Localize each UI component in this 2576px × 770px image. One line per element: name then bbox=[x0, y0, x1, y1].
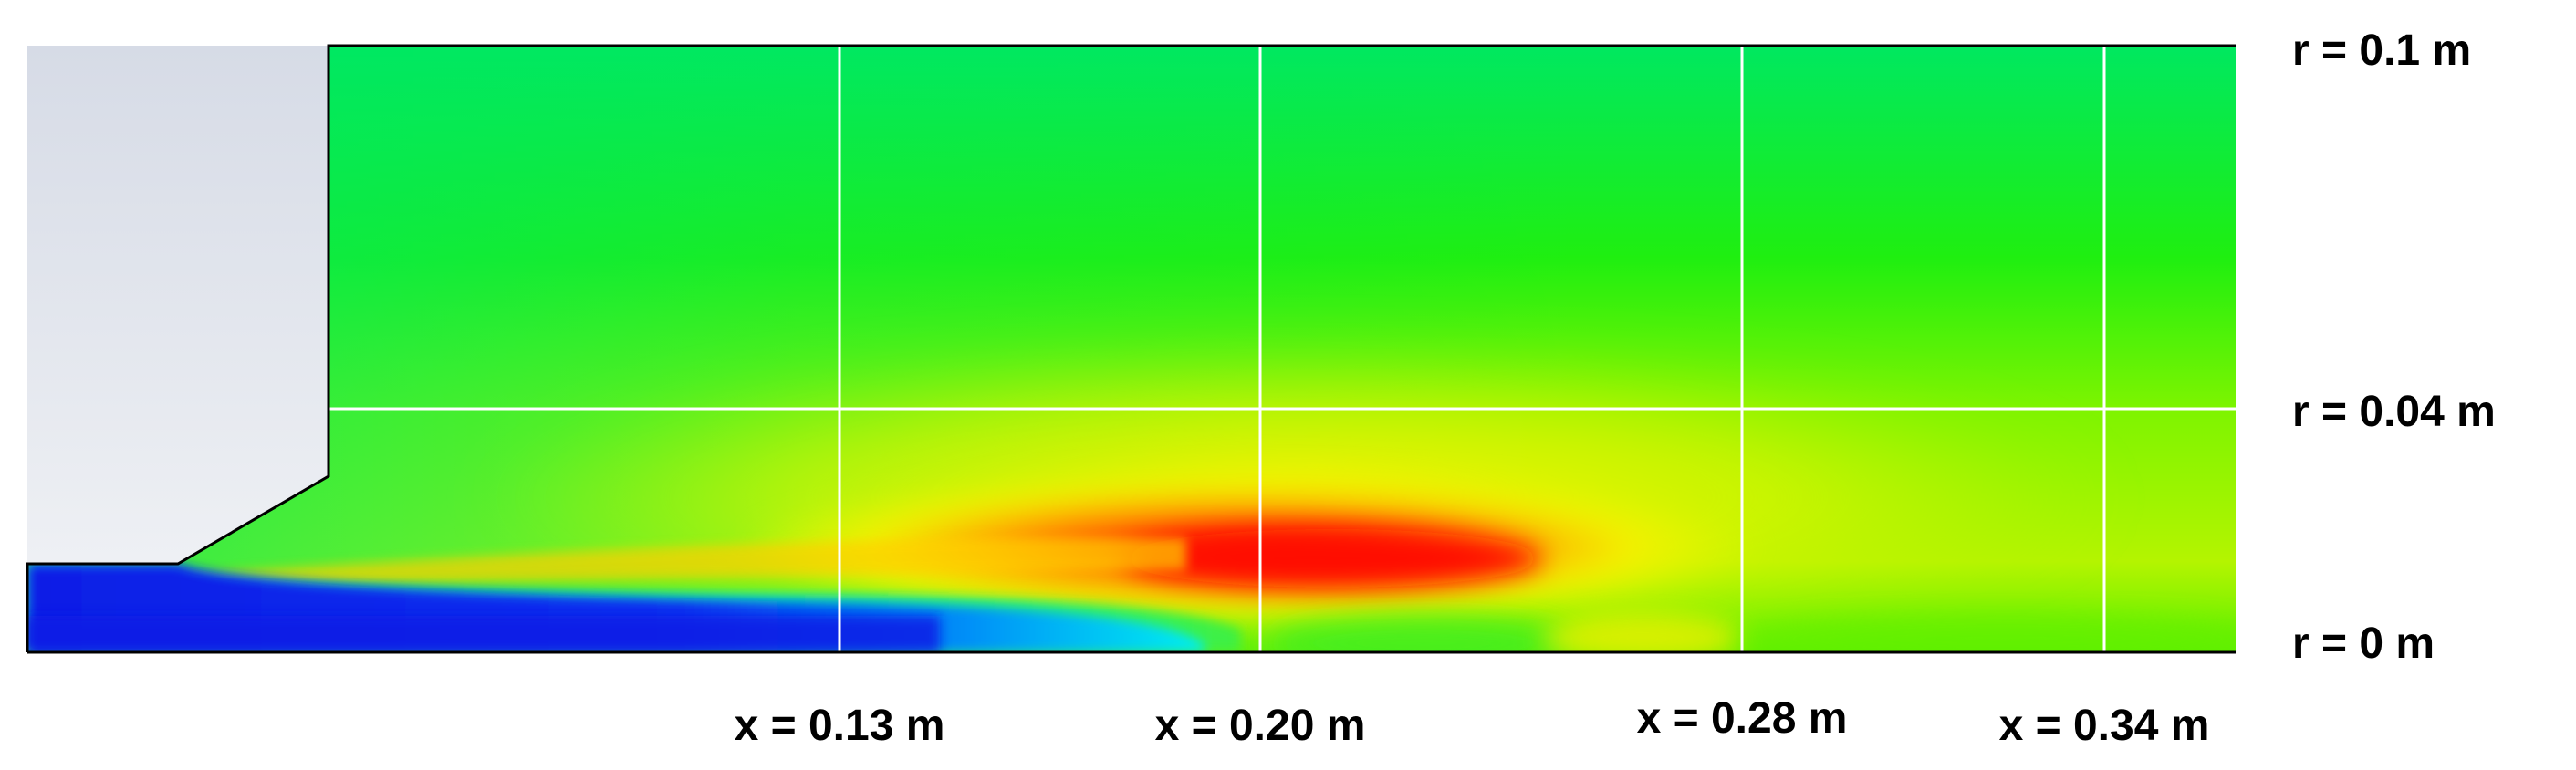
axis-green-pocket bbox=[1268, 616, 1579, 652]
label-x-1: x = 0.13 m bbox=[734, 702, 945, 750]
grid-lines bbox=[329, 46, 2236, 652]
hot-zone-core bbox=[1122, 529, 1542, 588]
label-x-4: x = 0.34 m bbox=[1998, 702, 2210, 750]
cold-jet-floor bbox=[27, 616, 940, 652]
label-x-3: x = 0.28 m bbox=[1636, 694, 1848, 743]
label-x-2: x = 0.20 m bbox=[1154, 702, 1366, 750]
solid-body-region bbox=[27, 46, 329, 564]
shear-layer bbox=[183, 537, 1186, 586]
label-r-top: r = 0.1 m bbox=[2292, 26, 2472, 75]
label-r-mid: r = 0.04 m bbox=[2292, 388, 2496, 436]
label-r-axis: r = 0 m bbox=[2292, 619, 2435, 668]
domain-outline bbox=[26, 44, 2236, 652]
axis-green-tail bbox=[1734, 615, 2236, 652]
axis-yellow-spot bbox=[1542, 613, 1743, 652]
